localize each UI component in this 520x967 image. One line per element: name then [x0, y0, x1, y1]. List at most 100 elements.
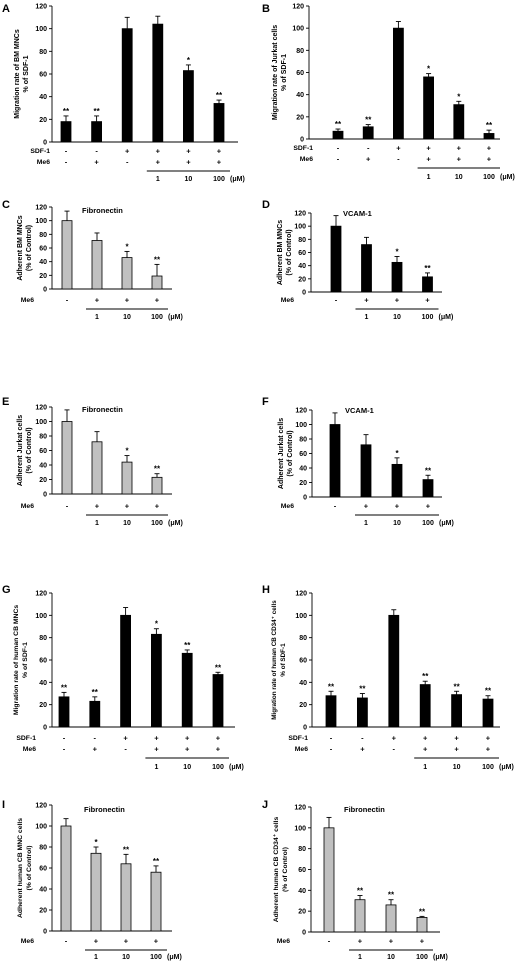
condition-label: SDF-1: [293, 145, 313, 152]
y-tick-label: 80: [39, 845, 47, 852]
significance-marker: **: [388, 891, 395, 900]
condition-sign: +: [95, 502, 100, 511]
panel-title: Fibronectin: [82, 405, 123, 414]
condition-label: Me6: [277, 938, 290, 945]
bar: [482, 698, 494, 728]
condition-label: SDF-1: [30, 148, 50, 155]
bar: [325, 695, 337, 728]
y-tick-label: 80: [298, 237, 306, 244]
condition-sign: +: [426, 144, 431, 153]
condition-sign: -: [367, 144, 370, 153]
concentration-label: 100: [151, 314, 163, 321]
condition-sign: +: [420, 937, 425, 946]
bar: [329, 424, 341, 498]
bar: [150, 871, 162, 932]
significance-marker: **: [422, 672, 429, 681]
condition-sign: +: [396, 144, 401, 153]
panel-a: A 0 20 40 60 80 100 120 Migration rate of BM MNC…: [2, 3, 245, 183]
y-tick-label: 0: [43, 725, 47, 732]
y-tick-label: 40: [298, 888, 306, 895]
bar: [60, 121, 72, 143]
panel-title: Fibronectin: [82, 206, 123, 215]
y-tick-label: 40: [299, 680, 307, 687]
y-axis-label: Migration rate of Jurkat cells: [272, 25, 279, 120]
bar: [121, 28, 133, 143]
unit-label: (μM): [439, 520, 454, 527]
condition-sign: -: [63, 734, 66, 743]
y-tick-label: 120: [295, 408, 307, 415]
y-tick-label: 60: [298, 250, 306, 257]
condition-label: Me6: [21, 938, 34, 945]
condition-sign: +: [125, 296, 130, 305]
condition-sign: +: [186, 147, 191, 156]
concentration-label: 1: [358, 954, 362, 961]
concentration-label: 100: [482, 764, 494, 771]
panel-letter: J: [262, 799, 268, 811]
bar: [361, 244, 372, 293]
condition-sign: -: [361, 734, 364, 743]
unit-label: (μM): [229, 764, 244, 771]
bar: [58, 696, 70, 728]
y-axis-label: Adherent human CB CD34⁺ cells: [273, 817, 280, 923]
panel-letter: F: [262, 396, 269, 408]
y-tick-label: 40: [298, 263, 306, 270]
significance-marker: **: [335, 120, 342, 129]
significance-marker: **: [154, 255, 161, 264]
bar: [392, 27, 404, 140]
unit-label: (μM): [168, 314, 183, 321]
y-tick-label: 40: [39, 887, 47, 894]
condition-sign: +: [425, 296, 430, 305]
y-tick-label: 80: [39, 49, 47, 56]
y-tick-label: 60: [299, 451, 307, 458]
y-axis-label: Migration rate of human CB MNCs: [13, 605, 20, 715]
condition-sign: +: [454, 745, 459, 754]
bar: [60, 825, 72, 932]
condition-sign: +: [360, 745, 365, 754]
condition-sign: +: [217, 158, 222, 167]
condition-label: Me6: [281, 297, 294, 304]
condition-sign: +: [185, 745, 190, 754]
condition-label: SDF-1: [16, 735, 36, 742]
y-tick-label: 20: [39, 273, 47, 280]
y-tick-label: 120: [292, 4, 304, 11]
y-tick-label: 40: [39, 259, 47, 266]
y-tick-label: 80: [299, 635, 307, 642]
y-tick-label: 80: [39, 635, 47, 642]
y-tick-label: 20: [296, 114, 304, 121]
concentration-label: 10: [453, 764, 461, 771]
significance-marker: *: [125, 447, 129, 456]
condition-label: Me6: [295, 746, 308, 753]
panel-j: J Fibronectin 0 20 40 60 80 100 120 Adherent huma…: [262, 799, 448, 961]
panel-title: Fibronectin: [84, 805, 125, 814]
y-tick-label: 60: [296, 70, 304, 77]
y-tick-label: 40: [39, 463, 47, 470]
y-tick-label: 20: [298, 909, 306, 916]
panel-title: VCAM-1: [345, 406, 374, 415]
condition-sign: +: [156, 158, 161, 167]
condition-sign: +: [366, 155, 371, 164]
y-axis-label: (% of Control): [26, 427, 33, 473]
significance-marker: **: [215, 663, 222, 672]
condition-sign: +: [93, 745, 98, 754]
concentration-label: 1: [94, 954, 98, 961]
panel-e: E Fibronectin 0 20 40 60 80 100 120 Adherent Jurk…: [2, 396, 183, 527]
significance-marker: **: [328, 682, 335, 691]
panel-g: G 0 20 40 60 80 100 120 Migration rate of human …: [2, 584, 244, 771]
concentration-label: 1: [365, 314, 369, 321]
condition-sign: -: [393, 745, 396, 754]
bar: [330, 225, 342, 293]
condition-label: Me6: [21, 503, 34, 510]
condition-sign: +: [216, 734, 221, 743]
bar: [323, 827, 335, 933]
y-tick-label: 80: [299, 437, 307, 444]
condition-label: Me6: [281, 503, 294, 510]
condition-sign: +: [426, 502, 431, 511]
y-tick-label: 80: [296, 48, 304, 55]
significance-marker: **: [63, 107, 70, 116]
y-tick-label: 100: [35, 26, 47, 33]
condition-sign: -: [63, 745, 66, 754]
condition-sign: +: [216, 745, 221, 754]
condition-sign: +: [457, 155, 462, 164]
y-axis-label: Adherent BM MNCs: [17, 215, 24, 280]
bar: [354, 899, 366, 933]
